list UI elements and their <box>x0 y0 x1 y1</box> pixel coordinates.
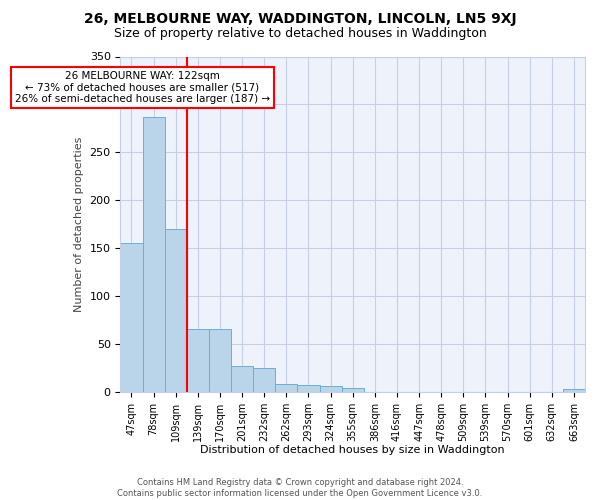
Bar <box>187 330 209 392</box>
X-axis label: Distribution of detached houses by size in Waddington: Distribution of detached houses by size … <box>200 445 505 455</box>
Text: Contains HM Land Registry data © Crown copyright and database right 2024.
Contai: Contains HM Land Registry data © Crown c… <box>118 478 482 498</box>
Bar <box>121 244 143 392</box>
Bar <box>209 330 231 392</box>
Bar <box>341 388 364 392</box>
Bar <box>298 385 320 392</box>
Bar <box>143 117 164 392</box>
Bar <box>231 366 253 392</box>
Text: 26, MELBOURNE WAY, WADDINGTON, LINCOLN, LN5 9XJ: 26, MELBOURNE WAY, WADDINGTON, LINCOLN, … <box>83 12 517 26</box>
Bar <box>253 368 275 392</box>
Text: Size of property relative to detached houses in Waddington: Size of property relative to detached ho… <box>113 28 487 40</box>
Y-axis label: Number of detached properties: Number of detached properties <box>74 136 84 312</box>
Bar <box>320 386 341 392</box>
Bar <box>563 389 585 392</box>
Bar <box>275 384 298 392</box>
Bar <box>164 229 187 392</box>
Text: 26 MELBOURNE WAY: 122sqm
← 73% of detached houses are smaller (517)
26% of semi-: 26 MELBOURNE WAY: 122sqm ← 73% of detach… <box>15 71 270 104</box>
